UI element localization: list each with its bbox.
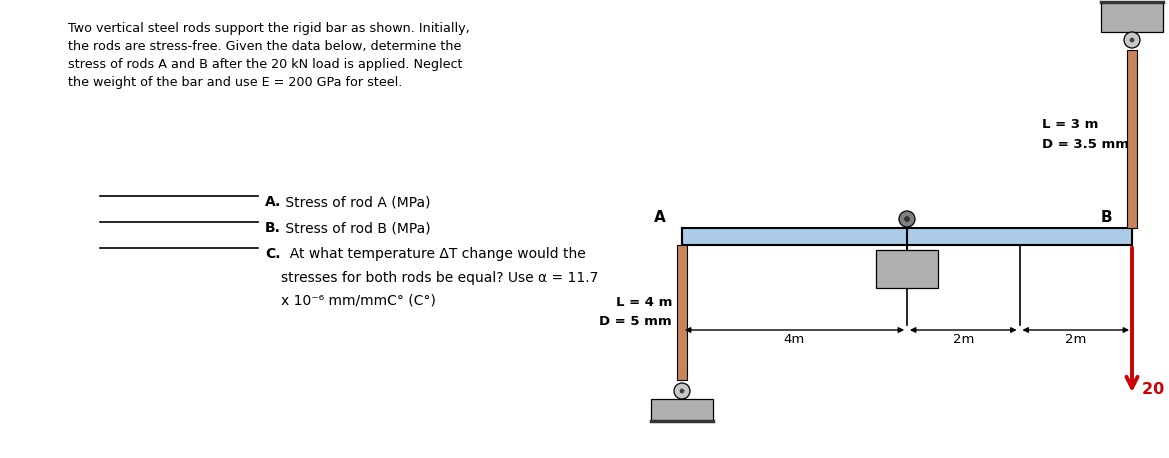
Text: 4m: 4m — [784, 333, 805, 346]
Text: the rods are stress-free. Given the data below, determine the: the rods are stress-free. Given the data… — [68, 40, 462, 53]
Text: L = 3 m: L = 3 m — [1042, 119, 1099, 131]
Text: C.: C. — [265, 247, 281, 261]
Circle shape — [899, 211, 915, 227]
Bar — [1127, 50, 1137, 228]
Circle shape — [675, 383, 690, 399]
Text: 2m: 2m — [953, 333, 974, 346]
Text: B: B — [1100, 210, 1112, 225]
Bar — [651, 399, 713, 421]
Text: A: A — [655, 210, 666, 225]
Text: L = 4 m: L = 4 m — [616, 296, 672, 309]
Text: 2m: 2m — [1065, 333, 1086, 346]
Text: x 10⁻⁶ mm/mmC° (C°): x 10⁻⁶ mm/mmC° (C°) — [281, 293, 436, 307]
Bar — [1101, 2, 1163, 32]
Text: B.: B. — [265, 221, 281, 235]
Circle shape — [1130, 38, 1134, 42]
Text: Stress of rod B (MPa): Stress of rod B (MPa) — [281, 221, 430, 235]
Text: Two vertical steel rods support the rigid bar as shown. Initially,: Two vertical steel rods support the rigi… — [68, 22, 470, 35]
Circle shape — [1125, 32, 1140, 48]
Text: D = 3.5 mm: D = 3.5 mm — [1042, 137, 1129, 151]
Text: D = 5 mm: D = 5 mm — [600, 315, 672, 328]
Circle shape — [905, 217, 909, 222]
Text: the weight of the bar and use E = 200 GPa for steel.: the weight of the bar and use E = 200 GP… — [68, 76, 402, 89]
Text: 20 kN: 20 kN — [1142, 382, 1169, 398]
Text: Stress of rod A (MPa): Stress of rod A (MPa) — [281, 195, 430, 209]
Bar — [677, 245, 687, 380]
Text: stress of rods A and B after the 20 kN load is applied. Neglect: stress of rods A and B after the 20 kN l… — [68, 58, 463, 71]
Circle shape — [680, 389, 684, 393]
Bar — [876, 250, 938, 288]
Text: stresses for both rods be equal? Use α = 11.7: stresses for both rods be equal? Use α =… — [281, 271, 599, 285]
Bar — [682, 228, 1132, 245]
Text: A.: A. — [265, 195, 282, 209]
Text: At what temperature ΔT change would the: At what temperature ΔT change would the — [281, 247, 586, 261]
